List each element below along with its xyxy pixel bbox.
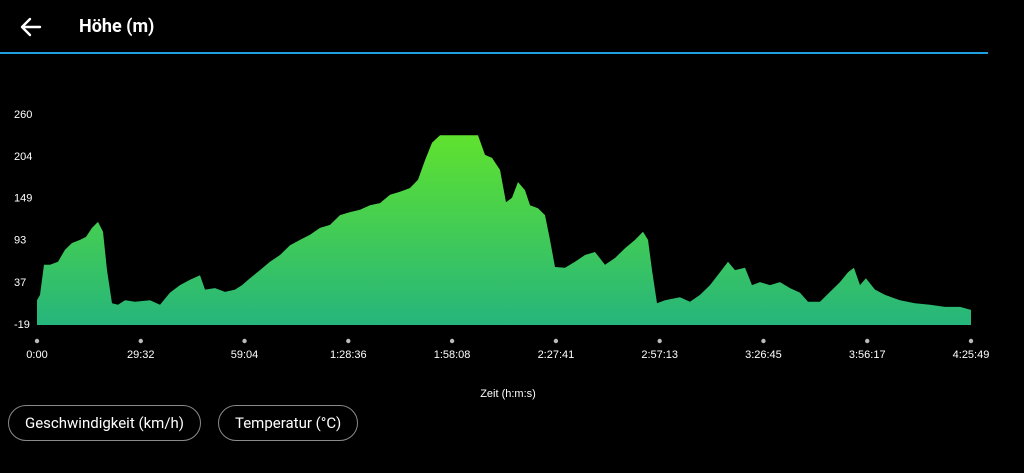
x-tick-dot bbox=[761, 338, 766, 344]
x-tick-dot bbox=[865, 338, 870, 344]
chart: Zeit (h:m:s) -19 37 93 149 204 260 0:00 29:32 59… bbox=[14, 109, 990, 400]
speed-button[interactable]: Geschwindigkeit (km/h) bbox=[8, 405, 202, 441]
x-tick-dot bbox=[449, 338, 455, 344]
x-tick-label: 3:26:45 bbox=[745, 349, 782, 361]
x-tick-label: 2:57:13 bbox=[641, 349, 678, 361]
x-tick-label: 0:00 bbox=[26, 349, 47, 361]
x-tick-dot bbox=[553, 338, 559, 344]
header: Höhe (m) bbox=[0, 0, 988, 54]
x-tick-label: 1:28:36 bbox=[330, 349, 367, 361]
x-tick-label: 59:04 bbox=[231, 349, 259, 361]
x-tick-dot bbox=[346, 338, 351, 344]
page-title: Höhe (m) bbox=[79, 16, 155, 37]
y-tick-label: 260 bbox=[14, 109, 32, 121]
x-tick-label: 29:32 bbox=[127, 349, 155, 361]
y-tick-label: 37 bbox=[14, 277, 26, 289]
x-tick-label: 4:25:49 bbox=[953, 349, 990, 361]
x-tick-label: 3:56:17 bbox=[849, 349, 886, 361]
x-axis-label: Zeit (h:m:s) bbox=[480, 388, 536, 400]
back-button[interactable] bbox=[18, 14, 44, 40]
x-tick-dot bbox=[34, 338, 40, 344]
y-tick-label: 93 bbox=[14, 235, 26, 247]
x-tick-dot bbox=[242, 338, 247, 344]
x-tick-label: 2:27:41 bbox=[538, 349, 575, 361]
x-tick-label: 1:58:08 bbox=[434, 349, 471, 361]
x-tick-dot bbox=[138, 338, 143, 344]
x-tick-dot bbox=[657, 338, 662, 344]
y-tick-label: 204 bbox=[14, 151, 32, 163]
y-tick-label: -19 bbox=[14, 319, 30, 331]
x-tick-dot bbox=[968, 338, 974, 344]
temperature-button[interactable]: Temperatur (°C) bbox=[218, 405, 359, 441]
y-tick-label: 149 bbox=[14, 192, 32, 204]
elevation-area bbox=[37, 135, 971, 325]
